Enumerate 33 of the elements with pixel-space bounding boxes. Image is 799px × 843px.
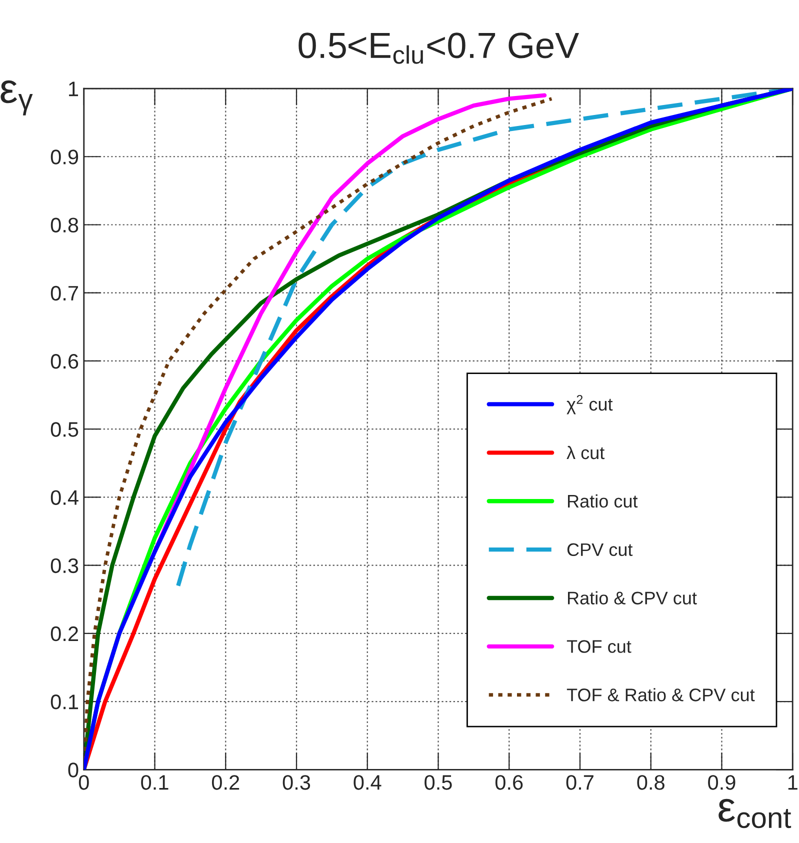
x-tick-label: 0.5 (424, 775, 452, 790)
x-tick-label: 0.7 (566, 775, 594, 790)
line-series (84, 88, 793, 770)
y-tick-label: 0.8 (50, 218, 78, 232)
legend-label: TOF cut (566, 640, 632, 653)
legend-label: CPV cut (567, 543, 633, 556)
y-tick-label: 0.6 (50, 354, 78, 369)
y-tick-label: 0.3 (50, 558, 78, 574)
legend-label: λ cut (566, 446, 605, 460)
y-tick-label: 0.2 (50, 626, 78, 642)
legend-label: Ratio cut (568, 494, 638, 508)
x-tick-label: 0.6 (495, 775, 523, 790)
y-tick-label: 0 (68, 762, 78, 778)
y-tick-label: 1 (69, 82, 78, 96)
legend-label: χ$^{2}$ cut (566, 395, 613, 414)
x-axis-title: ε$_{cont}$ (718, 798, 792, 828)
x-tick-label: 0.1 (141, 775, 168, 790)
x-tick-label: 0 (78, 775, 89, 790)
x-tick-label: 0.3 (282, 775, 310, 790)
chart-title: 0.5<E$_{clu}$<0.7 GeV (298, 32, 579, 64)
y-tick-label: 0.9 (50, 150, 78, 164)
x-tick-label: 0.4 (354, 775, 382, 790)
x-tick-label: 0.2 (212, 775, 240, 790)
y-axis-title: ε$_{γ}$ (0, 80, 33, 116)
y-tick-label: 0.1 (50, 694, 78, 710)
x-tick-label: 0.8 (637, 775, 664, 790)
x-tick-label: 0.9 (708, 775, 736, 790)
y-tick-label: 0.7 (50, 286, 78, 301)
legend-label: TOF & Ratio & CPV cut (566, 688, 755, 702)
legend-label: Ratio & CPV cut (568, 591, 697, 604)
x-tick-label: 1 (788, 775, 798, 790)
y-tick-label: 0.4 (50, 490, 78, 505)
y-tick-label: 0.5 (50, 422, 78, 437)
